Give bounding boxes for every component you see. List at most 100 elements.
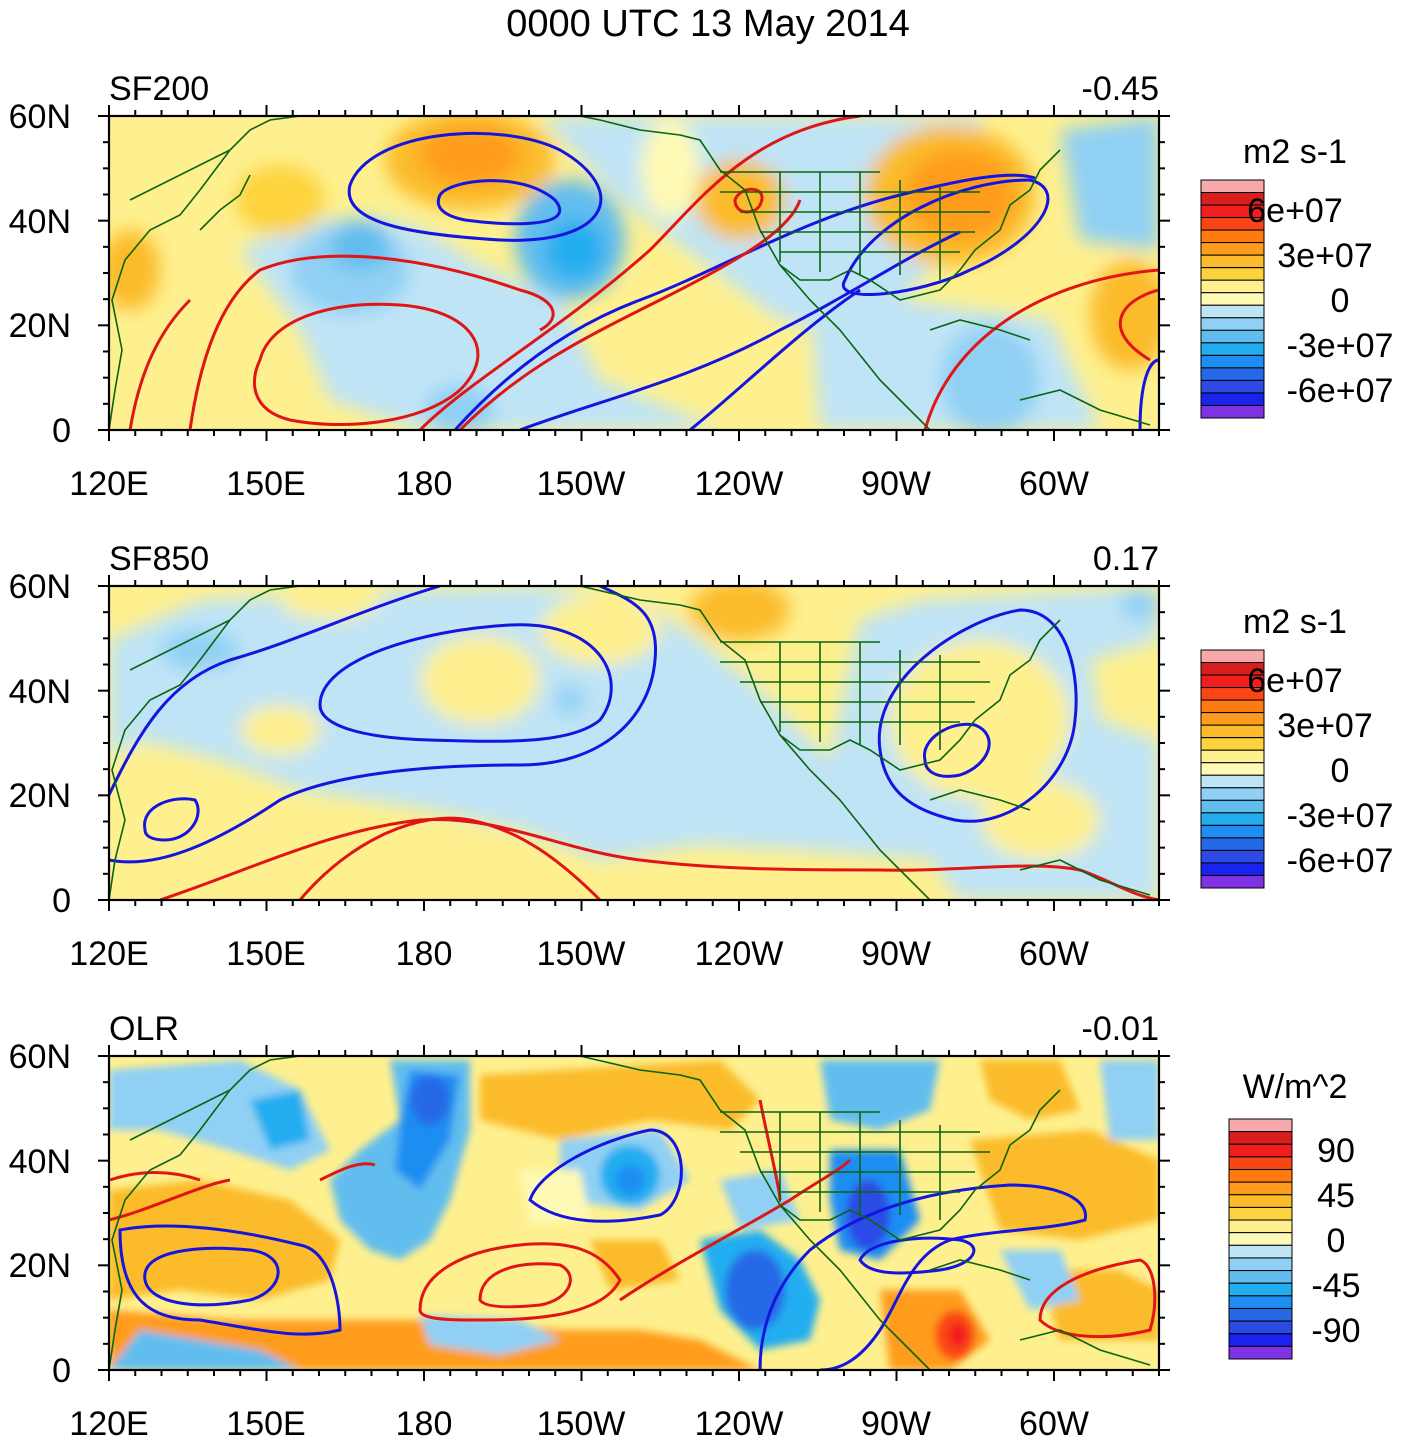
x-tick-label: 120E [69,465,148,503]
colorbar-swatch [1228,1307,1293,1322]
colorbar-label: 90 [1317,1132,1355,1170]
colorbar-label: 0 [1331,282,1350,320]
colorbar-swatch [1228,1219,1293,1234]
y-tick-label: 40N [9,203,71,241]
colorbar-swatch [1200,267,1265,281]
colorbar-swatch [1200,862,1265,876]
colorbar-swatch [1200,712,1265,726]
panel-olr: OLR -0.01 [9,1010,1361,1443]
colorbar-swatch [1200,242,1265,256]
y-tick-label: 20N [9,1247,71,1285]
colorbar-label: 0 [1331,752,1350,790]
panel-title-right: -0.01 [1082,1010,1160,1048]
sf850-shaded-field [109,586,1159,900]
colorbar-swatch [1228,1282,1293,1297]
x-tick-label: 180 [396,1405,453,1443]
colorbar-swatch [1200,787,1265,801]
colorbar-swatch [1200,292,1265,306]
x-tick-label: 150W [537,935,626,973]
colorbar-swatch [1200,379,1265,394]
colorbar-swatch [1228,1320,1293,1335]
x-tick-label: 150W [537,1405,626,1443]
colorbar-swatch [1228,1131,1293,1145]
panel-sf200: SF200 -0.45 [9,70,1394,503]
panel-sf850: SF850 0.17 [9,540,1394,973]
x-tick-label: 120E [69,1405,148,1443]
colorbar-swatch [1228,1295,1293,1309]
x-tick-label: 120W [695,1405,784,1443]
colorbar-swatch [1228,1232,1293,1246]
colorbar-swatch [1200,849,1265,864]
colorbar-swatch [1200,254,1265,269]
colorbar-swatch [1228,1156,1293,1171]
sf850-ticks [98,575,1170,911]
colorbar-swatch [1200,229,1265,244]
sf200-colorbar: m2 s-1 6e+07 3e+07 0 -3e+07 -6e+07 [1200,133,1394,419]
olr-colorbar: W/m^2 90 45 0 -45 -90 [1228,1068,1361,1360]
colorbar-swatch [1200,304,1265,319]
figure-title: 0000 UTC 13 May 2014 [506,3,909,45]
x-tick-label: 180 [396,465,453,503]
panel-title-left: OLR [109,1010,179,1048]
colorbar-label: 0 [1327,1222,1346,1260]
panel-title-left: SF200 [109,70,209,108]
sf200-tick-labels: 120E 150E 180 150W 120W 90W 60W 60N 40N … [9,98,1089,503]
y-tick-label: 60N [9,1038,71,1076]
colorbar-label: 6e+07 [1247,662,1343,700]
colorbar-swatch [1228,1333,1293,1347]
colorbar-swatch [1228,1270,1293,1284]
y-tick-label: 0 [52,1352,71,1390]
colorbar-label: -6e+07 [1287,842,1394,880]
colorbar-swatch [1200,824,1265,839]
colorbar-swatch [1200,367,1265,381]
colorbar-label: 45 [1317,1177,1355,1215]
x-tick-label: 90W [861,1405,931,1443]
colorbar-swatch [1200,329,1265,344]
colorbar-swatch [1228,1206,1293,1221]
colorbar-swatch [1228,1345,1293,1360]
x-tick-label: 60W [1019,1405,1089,1443]
colorbar-swatch [1228,1257,1293,1272]
x-tick-label: 180 [396,935,453,973]
colorbar-label: -3e+07 [1287,797,1394,835]
x-tick-label: 120W [695,465,784,503]
colorbar-swatch [1200,179,1265,194]
colorbar-label: -90 [1311,1312,1360,1350]
colorbar-swatch [1200,354,1265,369]
colorbar-swatch [1200,749,1265,764]
colorbar-swatch [1200,812,1265,826]
olr-shaded-field [109,1056,1159,1370]
sf850-colorbar: m2 s-1 6e+07 3e+07 0 -3e+07 -6e+07 [1200,603,1394,889]
colorbar-swatch [1200,762,1265,776]
colorbar-label: -6e+07 [1287,372,1394,410]
colorbar-swatch [1200,874,1265,889]
olr-ticks [98,1045,1170,1381]
x-tick-label: 150W [537,465,626,503]
colorbar-swatch [1200,279,1265,294]
y-tick-label: 40N [9,673,71,711]
x-tick-label: 90W [861,935,931,973]
y-tick-label: 40N [9,1143,71,1181]
x-tick-label: 90W [861,465,931,503]
y-tick-label: 60N [9,98,71,136]
y-tick-label: 20N [9,777,71,815]
panel-title-right: 0.17 [1093,540,1159,578]
x-tick-label: 60W [1019,935,1089,973]
colorbar-units: W/m^2 [1243,1068,1348,1106]
colorbar-swatch [1200,649,1265,664]
colorbar-label: -3e+07 [1287,327,1394,365]
colorbar-label: -45 [1311,1267,1360,1305]
y-tick-label: 0 [52,412,71,450]
x-tick-label: 120W [695,935,784,973]
colorbar-label: 6e+07 [1247,192,1343,230]
colorbar-units: m2 s-1 [1243,603,1347,641]
x-tick-label: 150E [226,935,305,973]
colorbar-swatch [1228,1181,1293,1196]
colorbar-swatch [1200,699,1265,714]
sf200-ticks [98,105,1170,441]
colorbar-swatch [1200,404,1265,419]
y-tick-label: 60N [9,568,71,606]
sf200-shaded-field [109,116,1159,430]
colorbar-swatch [1228,1244,1293,1259]
